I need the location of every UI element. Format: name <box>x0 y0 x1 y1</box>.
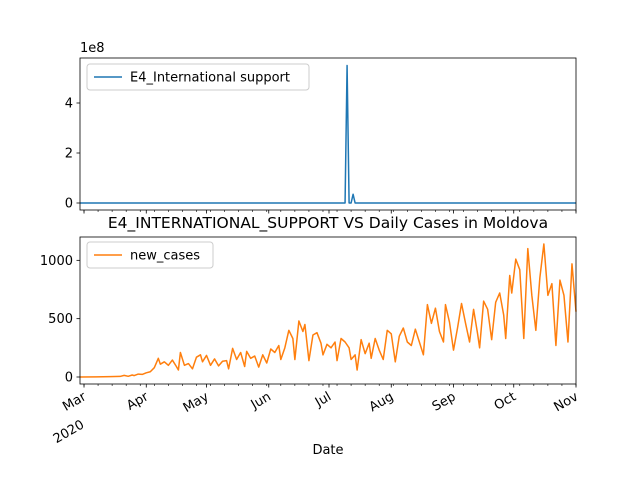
top-offset-label: 1e8 <box>80 41 105 56</box>
bottom-ytick-label: 0 <box>65 371 73 386</box>
top-series-line-0 <box>80 64 576 204</box>
top-y-ticks: 0 2 4 <box>65 97 80 212</box>
bottom-series-line-0 <box>79 243 577 378</box>
bottom-ytick-label: 1000 <box>40 254 73 269</box>
top-axes-frame <box>79 57 577 211</box>
bottom-xtick-label: Jul <box>312 389 334 410</box>
bottom-y-ticks: 0 500 1000 <box>40 254 80 386</box>
bottom-series-layer <box>79 243 577 378</box>
bottom-legend-box <box>86 241 214 269</box>
bottom-legend: new_cases <box>86 241 214 269</box>
top-legend: E4_International support <box>86 63 310 91</box>
top-legend-box <box>86 63 310 91</box>
top-ytick-label: 4 <box>65 97 73 112</box>
bottom-ytick-label: 500 <box>48 312 73 327</box>
top-legend-label: E4_International support <box>130 71 290 86</box>
bottom-axes-frame <box>79 236 577 385</box>
bottom-legend-label: new_cases <box>130 249 200 264</box>
top-ytick-label: 2 <box>65 147 73 162</box>
top-ytick-label: 0 <box>65 197 73 212</box>
bottom-x-axis-label: Date <box>312 443 343 458</box>
top-series-layer <box>80 64 576 204</box>
top-panel: 0 2 4 1e8 E4_International support <box>65 41 577 214</box>
top-x-ticks <box>83 210 577 214</box>
bottom-chart-title: E4_INTERNATIONAL_SUPPORT VS Daily Cases … <box>108 214 548 233</box>
